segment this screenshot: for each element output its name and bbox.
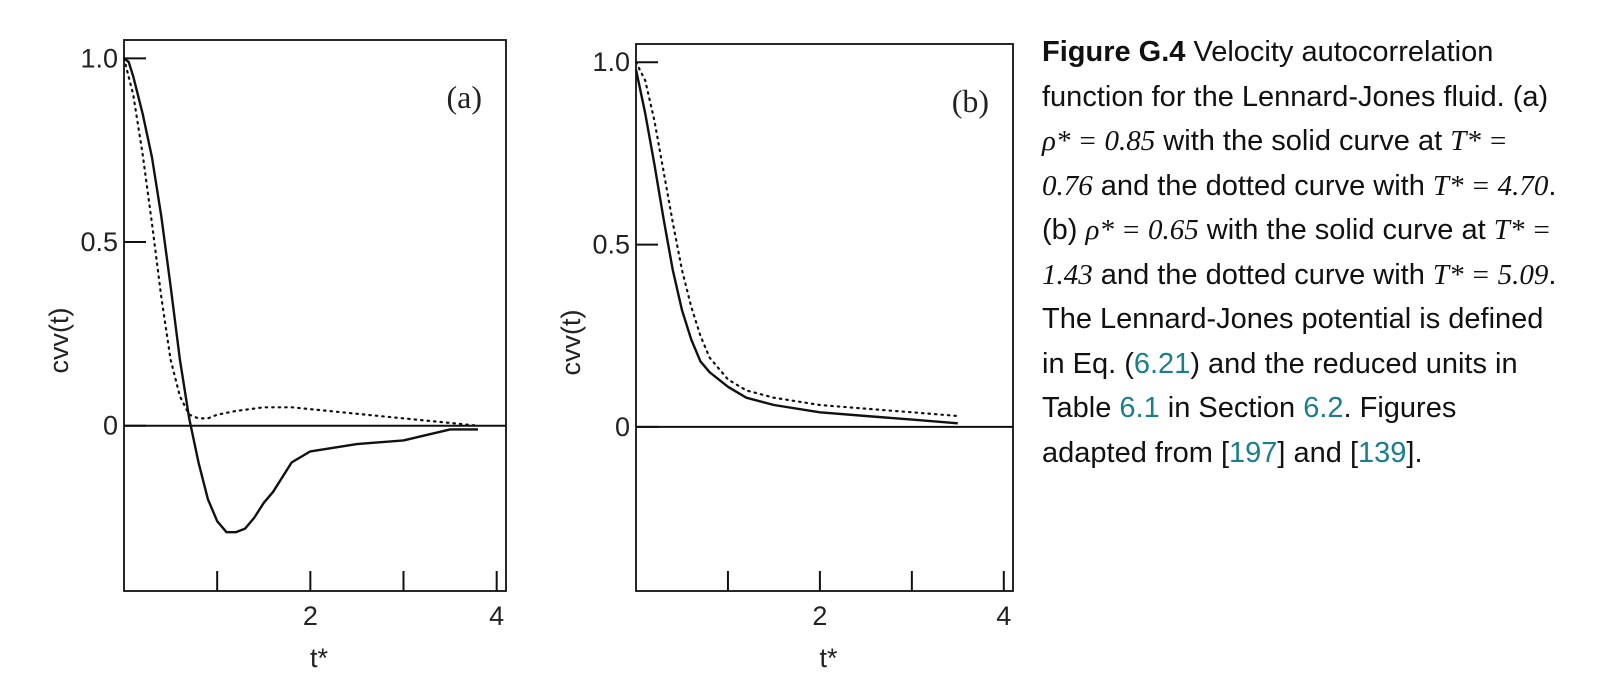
x-axis-label: t*: [310, 643, 329, 673]
caption-text: . Figures adapted from [: [1042, 392, 1457, 469]
panel-label: (a): [446, 79, 482, 115]
x-tick-label: 2: [812, 601, 827, 631]
y-tick-label: 0.5: [80, 227, 118, 257]
caption-body: Velocity autocorrelation function for th…: [1042, 36, 1556, 469]
caption-text: . The Lennard-Jones potential is defined…: [1042, 258, 1557, 380]
caption-math: T* = 5.09: [1432, 258, 1549, 291]
y-tick-label: 1.0: [80, 43, 118, 73]
caption-text: with the solid curve at: [1198, 214, 1494, 246]
x-tick-label: 4: [996, 601, 1011, 631]
caption-text: and the dotted curve with: [1092, 258, 1433, 291]
caption-math: ρ* = 0.65: [1085, 214, 1199, 246]
caption-math: T* = 4.70: [1432, 169, 1549, 202]
y-tick-label: 1.0: [592, 47, 630, 77]
x-axis-label: t*: [819, 643, 838, 673]
caption-text: ] and [: [1277, 436, 1359, 469]
y-tick-label: 0.5: [592, 230, 630, 260]
y-axis-label: cvv(t): [556, 310, 586, 376]
caption-text: with the solid curve at: [1155, 125, 1451, 157]
caption-text: . (b): [1042, 169, 1557, 247]
chart-panel-b: 0 0.5 1.0 2 4 t* cvv(t) (b): [556, 43, 1014, 673]
caption-text: ].: [1406, 436, 1423, 469]
solid-curve: [634, 69, 958, 425]
caption-reference-link[interactable]: 6.21: [1133, 347, 1191, 380]
x-tick-label: 2: [303, 601, 318, 631]
caption-reference-link[interactable]: 6.2: [1303, 392, 1344, 424]
caption-math: ρ* = 0.85: [1042, 125, 1156, 157]
caption-text: and the dotted curve with: [1092, 169, 1433, 202]
x-tick-label: 4: [489, 601, 504, 631]
caption-reference-link[interactable]: 197: [1229, 436, 1278, 469]
y-tick-label: 0: [103, 411, 118, 441]
dotted-curve: [122, 57, 480, 427]
caption-reference-link[interactable]: 6.1: [1119, 392, 1160, 424]
caption-text: in Section: [1159, 392, 1304, 424]
plot-frame: [635, 43, 1014, 592]
caption-math: T* = 0.76: [1042, 125, 1508, 202]
dotted-curve: [634, 61, 959, 418]
solid-curve: [123, 57, 478, 534]
caption-text: ) and the reduced units in Table: [1042, 347, 1518, 425]
caption-text: Velocity autocorrelation function for th…: [1042, 36, 1549, 113]
figure-label: Figure G.4: [1042, 36, 1186, 68]
caption-reference-link[interactable]: 139: [1358, 436, 1407, 469]
panel-label: (b): [952, 83, 989, 119]
figure-caption: Figure G.4 Velocity autocorrelation func…: [1042, 30, 1562, 475]
plot-frame: [123, 39, 507, 592]
caption-math: T* = 1.43: [1042, 214, 1552, 291]
chart-panel-a: 0 0.5 1.0 2 4 t* cvv(t) (a): [44, 39, 507, 673]
y-tick-label: 0: [615, 412, 630, 442]
y-axis-label: cvv(t): [44, 308, 74, 374]
